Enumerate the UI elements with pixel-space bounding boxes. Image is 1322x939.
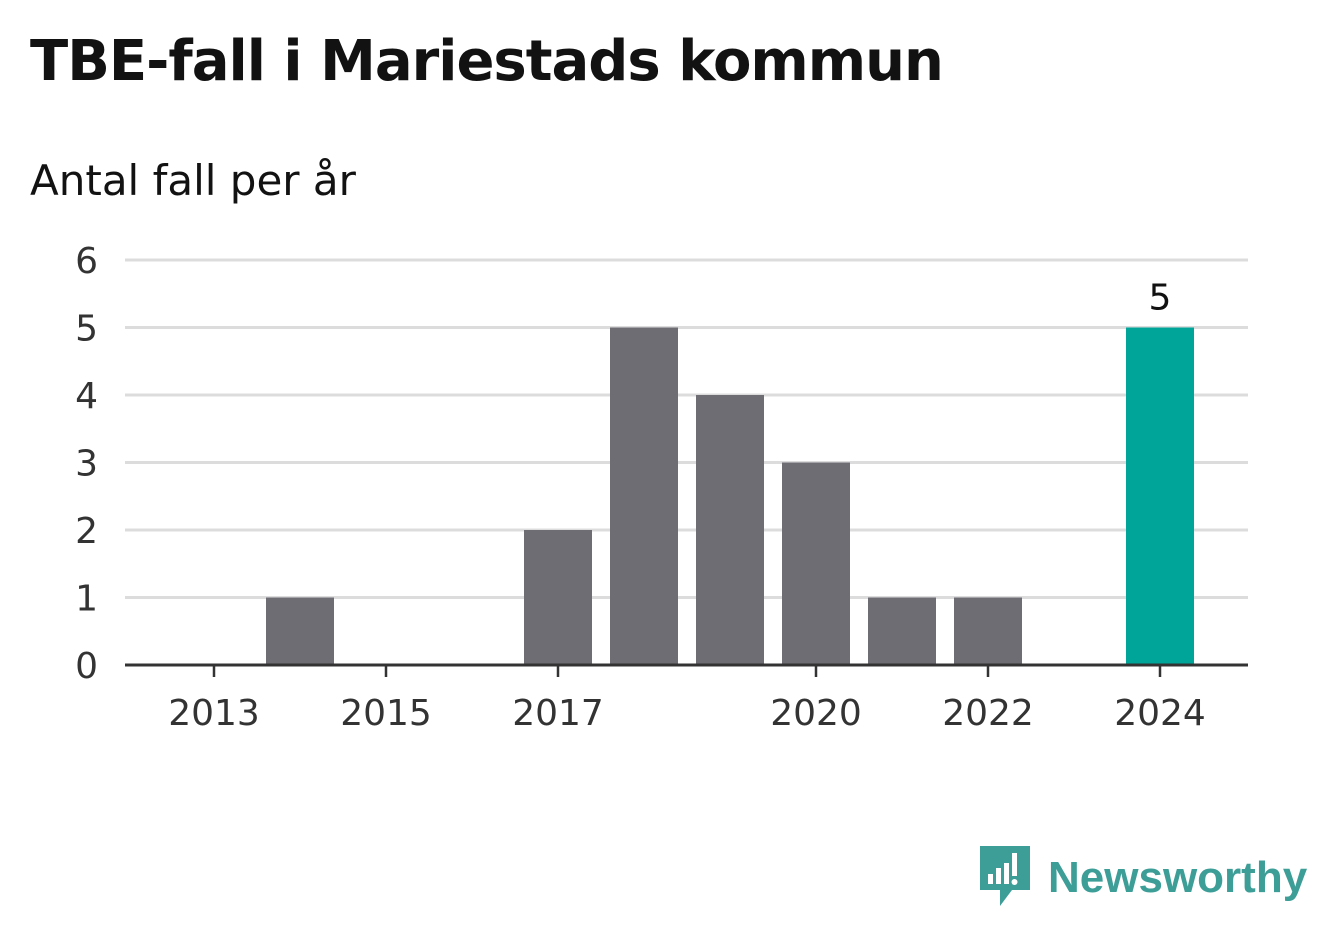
brand-name: Newsworthy [1048,853,1308,902]
y-tick-label: 1 [75,579,98,620]
bar [696,395,764,665]
data-label: 5 [1149,278,1172,319]
y-tick-label: 0 [75,646,98,687]
x-tick-label: 2017 [512,693,604,734]
x-tick-label: 2015 [340,693,432,734]
bar [782,462,850,665]
y-tick-label: 2 [75,511,98,552]
gridlines [125,258,1248,599]
x-tick-label: 2022 [942,693,1034,734]
y-tick-label: 6 [75,241,98,282]
bar-chart: 0 1 2 3 4 5 6 2013 2015 2017 2020 2022 2024 5 [75,241,1248,734]
chart-title: TBE-fall i Mariestads kommun [30,29,944,94]
x-tick-label: 2020 [770,693,862,734]
y-tick-label: 3 [75,444,98,485]
bar [954,597,1022,665]
bars [266,327,1194,665]
bar [868,597,936,665]
bar [524,530,592,665]
y-tick-label: 4 [75,376,98,417]
axes [125,663,1248,677]
x-tick-label: 2013 [168,693,260,734]
newsworthy-brand[interactable]: Newsworthy [980,846,1307,910]
labels: 0 1 2 3 4 5 6 2013 2015 2017 2020 2022 2024 5 [75,241,1206,734]
bar [610,327,678,665]
chart-subtitle: Antal fall per år [30,156,356,205]
newsworthy-logo-icon [980,846,1030,906]
bar [266,597,334,665]
y-tick-label: 5 [75,309,98,350]
x-tick-label: 2024 [1114,693,1206,734]
bar [1126,327,1194,665]
